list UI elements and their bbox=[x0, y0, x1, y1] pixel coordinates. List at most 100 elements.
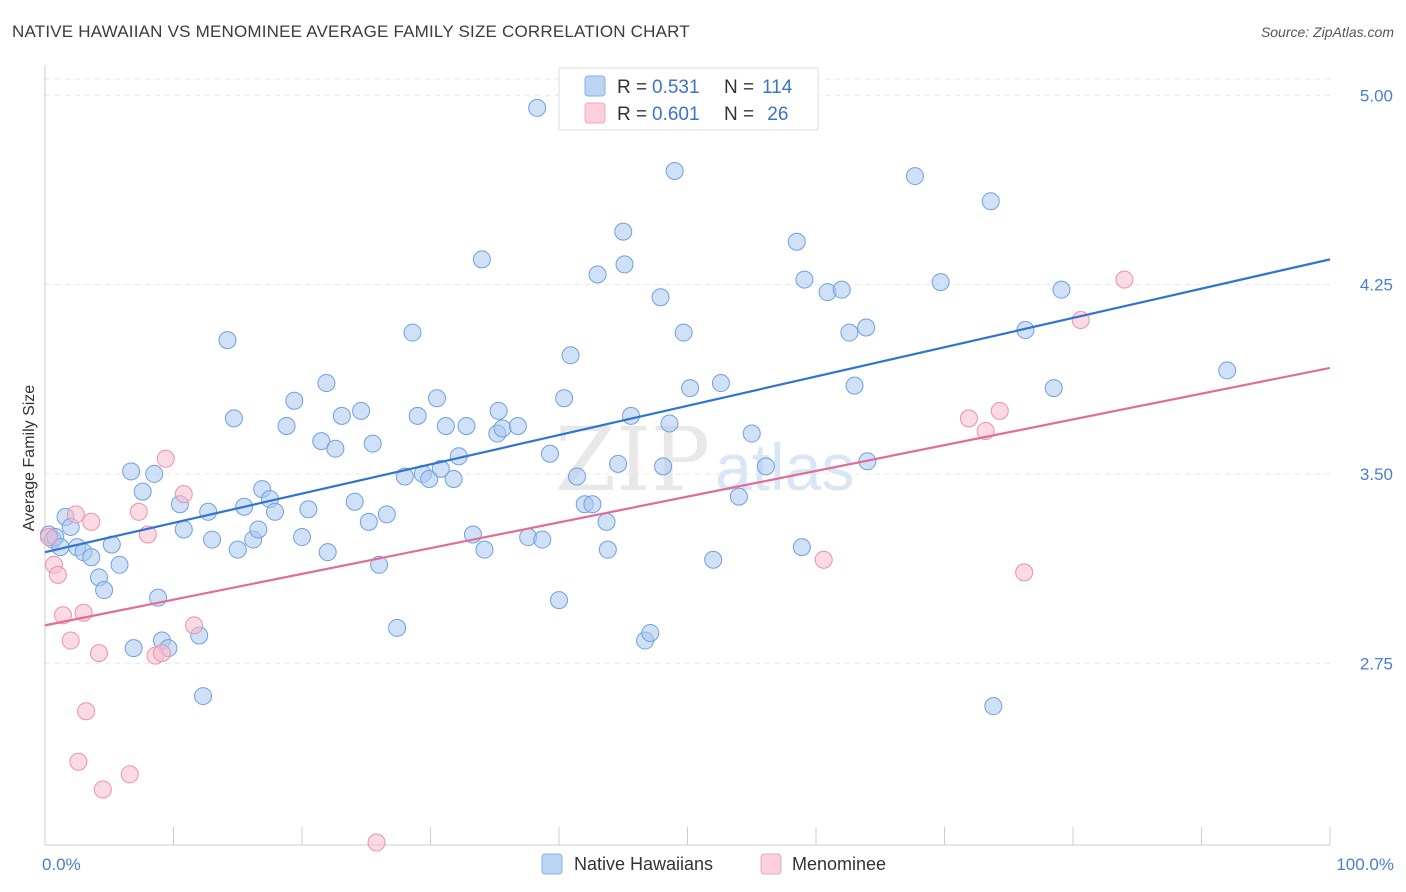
legend-r-label-0: R = bbox=[617, 77, 647, 98]
point-native-hawaiians bbox=[431, 459, 450, 478]
source-label: Source: ZipAtlas.com bbox=[1260, 24, 1394, 40]
point-native-hawaiians bbox=[312, 432, 331, 451]
legend-n-label-1: N = bbox=[724, 104, 754, 125]
legend-bottom-swatch-native-hawaiians bbox=[541, 853, 563, 875]
point-menominee bbox=[814, 550, 833, 569]
point-native-hawaiians bbox=[82, 548, 101, 567]
legend-r-label-1: R = bbox=[617, 104, 647, 125]
point-native-hawaiians bbox=[857, 318, 876, 337]
point-native-hawaiians bbox=[359, 512, 378, 531]
point-native-hawaiians bbox=[588, 265, 607, 284]
point-native-hawaiians bbox=[756, 457, 775, 476]
point-native-hawaiians bbox=[508, 416, 527, 435]
series-menominee-points bbox=[39, 270, 1134, 852]
point-native-hawaiians bbox=[299, 500, 318, 519]
point-native-hawaiians bbox=[674, 323, 693, 342]
point-native-hawaiians bbox=[787, 232, 806, 251]
point-native-hawaiians bbox=[981, 192, 1000, 211]
point-native-hawaiians bbox=[203, 530, 222, 549]
point-native-hawaiians bbox=[493, 419, 512, 438]
point-menominee bbox=[367, 833, 386, 852]
point-native-hawaiians bbox=[444, 469, 463, 488]
point-native-hawaiians bbox=[742, 424, 761, 443]
point-menominee bbox=[959, 409, 978, 428]
point-menominee bbox=[990, 401, 1009, 420]
point-menominee bbox=[156, 449, 175, 468]
y-tick-label: 4.25 bbox=[1360, 276, 1393, 295]
point-native-hawaiians bbox=[266, 502, 285, 521]
point-native-hawaiians bbox=[704, 550, 723, 569]
point-native-hawaiians bbox=[218, 331, 237, 350]
y-tick-label: 5.00 bbox=[1360, 86, 1393, 105]
point-native-hawaiians bbox=[110, 555, 129, 574]
point-menominee bbox=[174, 485, 193, 504]
legend-r-value-1: 0.601 bbox=[652, 104, 700, 125]
point-native-hawaiians bbox=[388, 618, 407, 637]
legend-bottom-label-menominee: Menominee bbox=[792, 854, 886, 874]
point-menominee bbox=[77, 702, 96, 721]
grid-lines bbox=[45, 78, 1330, 664]
series-native-hawaiians-points bbox=[39, 98, 1237, 716]
point-native-hawaiians bbox=[145, 464, 164, 483]
point-native-hawaiians bbox=[840, 323, 859, 342]
point-menominee bbox=[120, 765, 139, 784]
legend-n-label-0: N = bbox=[724, 77, 754, 98]
point-native-hawaiians bbox=[352, 401, 371, 420]
watermark-zip: ZIP bbox=[555, 408, 710, 511]
point-native-hawaiians bbox=[1044, 379, 1063, 398]
point-native-hawaiians bbox=[408, 406, 427, 425]
point-menominee bbox=[48, 565, 67, 584]
point-menominee bbox=[61, 631, 80, 650]
point-native-hawaiians bbox=[792, 538, 811, 557]
legend-bottom-swatch-menominee bbox=[760, 853, 782, 875]
point-native-hawaiians bbox=[550, 591, 568, 610]
point-menominee bbox=[129, 502, 148, 521]
point-native-hawaiians bbox=[363, 434, 382, 453]
point-native-hawaiians bbox=[124, 639, 143, 658]
point-native-hawaiians bbox=[845, 376, 864, 395]
point-native-hawaiians bbox=[95, 581, 114, 600]
point-native-hawaiians bbox=[1052, 280, 1071, 299]
point-menominee bbox=[82, 512, 101, 531]
point-native-hawaiians bbox=[795, 270, 814, 289]
point-native-hawaiians bbox=[370, 555, 389, 574]
point-native-hawaiians bbox=[984, 697, 1003, 716]
point-native-hawaiians bbox=[475, 540, 494, 559]
point-native-hawaiians bbox=[615, 255, 634, 274]
y-tick-label: 2.75 bbox=[1360, 654, 1393, 673]
point-native-hawaiians bbox=[729, 487, 748, 506]
point-native-hawaiians bbox=[641, 623, 660, 642]
point-native-hawaiians bbox=[598, 540, 617, 559]
chart-title: NATIVE HAWAIIAN VS MENOMINEE AVERAGE FAM… bbox=[12, 22, 690, 41]
point-menominee bbox=[1015, 563, 1034, 582]
x-tick-label-min: 0.0% bbox=[42, 855, 81, 874]
legend-bottom-label-native-hawaiians: Native Hawaiians bbox=[574, 854, 713, 874]
point-native-hawaiians bbox=[403, 323, 422, 342]
point-native-hawaiians bbox=[457, 416, 476, 435]
trend-line-native-hawaiians bbox=[44, 258, 1331, 554]
trend-lines bbox=[44, 258, 1331, 627]
point-native-hawaiians bbox=[122, 462, 141, 481]
legend-top: R = 0.531 N = 114 R = 0.601 N = 26 bbox=[558, 67, 819, 131]
point-native-hawaiians bbox=[905, 167, 924, 186]
point-native-hawaiians bbox=[436, 416, 455, 435]
point-native-hawaiians bbox=[133, 482, 152, 501]
point-native-hawaiians bbox=[285, 391, 304, 410]
point-native-hawaiians bbox=[317, 374, 336, 393]
point-native-hawaiians bbox=[621, 406, 640, 425]
point-native-hawaiians bbox=[332, 406, 351, 425]
trend-line-menominee bbox=[44, 366, 1331, 627]
point-native-hawaiians bbox=[194, 687, 213, 706]
y-axis-title: Average Family Size bbox=[21, 385, 38, 532]
point-native-hawaiians bbox=[489, 401, 508, 420]
point-native-hawaiians bbox=[249, 520, 268, 539]
point-menominee bbox=[185, 616, 204, 635]
point-native-hawaiians bbox=[711, 374, 730, 393]
point-native-hawaiians bbox=[614, 222, 633, 241]
point-native-hawaiians bbox=[665, 162, 684, 181]
x-tick-label-max: 100.0% bbox=[1336, 855, 1394, 874]
point-native-hawaiians bbox=[326, 439, 345, 458]
point-native-hawaiians bbox=[174, 520, 193, 539]
point-native-hawaiians bbox=[583, 495, 602, 514]
point-menominee bbox=[152, 644, 171, 663]
